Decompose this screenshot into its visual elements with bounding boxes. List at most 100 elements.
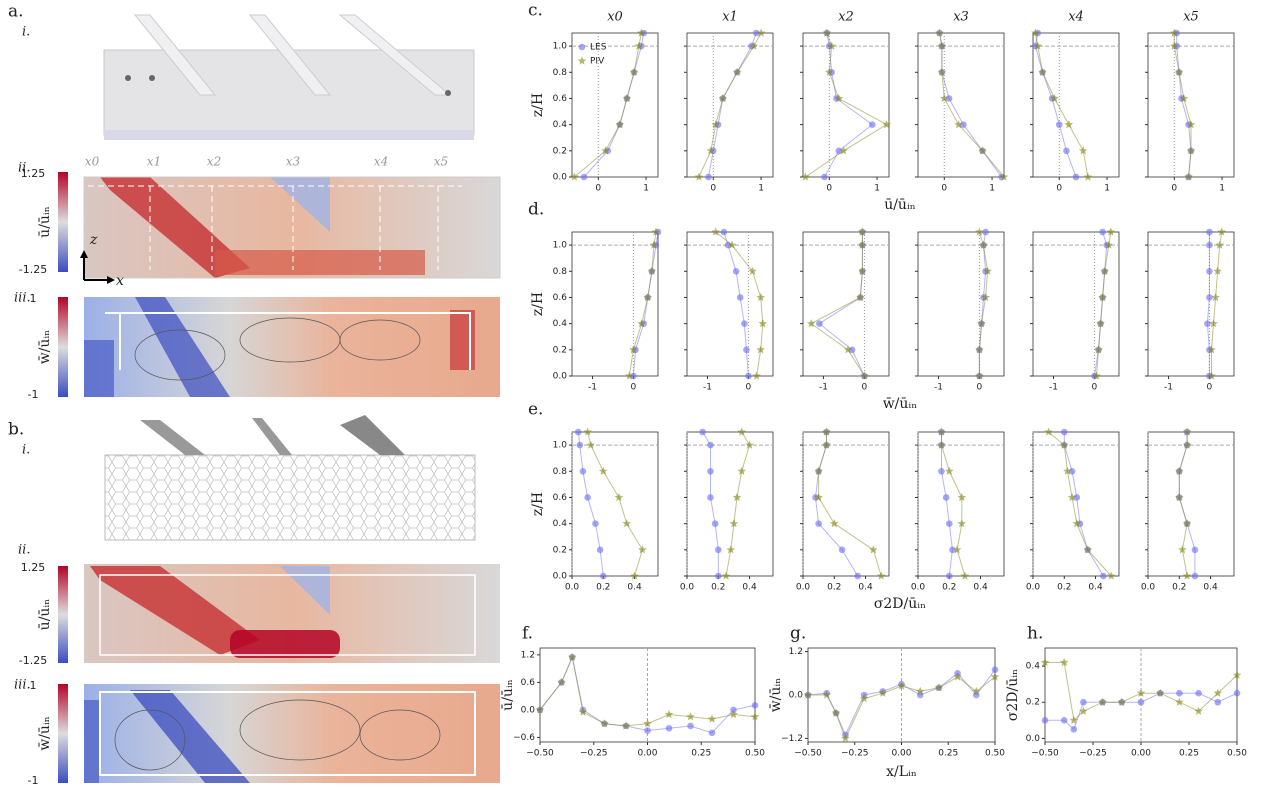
station-label: x3: [286, 155, 301, 169]
piv-point: [756, 28, 766, 37]
profile-line: [824, 32, 874, 178]
les-point: [960, 121, 967, 128]
piv-point: [822, 28, 832, 37]
panel-label: a.: [8, 2, 24, 22]
y-tick-label: 0.0: [789, 691, 804, 701]
piv-point: [945, 466, 954, 475]
piv-point: [876, 571, 886, 580]
piv-point: [622, 94, 632, 103]
piv-point: [1083, 172, 1093, 181]
les-point: [741, 320, 748, 327]
colorbar: [58, 297, 68, 397]
piv-point: [856, 293, 865, 302]
x-tick-label: 0.4: [627, 583, 642, 593]
x-tick-label: 0.4: [858, 583, 873, 593]
y-tick-label: 0.2: [553, 345, 567, 355]
axes-frame: [802, 32, 890, 178]
x-tick-label: 1: [643, 184, 649, 194]
les-point: [848, 346, 856, 354]
panel-label: c.: [528, 1, 543, 21]
x-tick-label: 0.4: [973, 583, 988, 593]
piv-point: [721, 571, 731, 580]
les-point: [596, 546, 604, 554]
x-tick-label: 0.50: [745, 749, 765, 759]
profile-line: [723, 231, 749, 377]
piv-point: [651, 227, 661, 236]
profile-line: [574, 32, 642, 178]
piv-point: [822, 427, 831, 436]
les-point: [579, 467, 587, 475]
x-tick-label: 0.4: [742, 583, 757, 593]
x-tick-label: 1: [758, 184, 764, 194]
piv-point: [801, 172, 810, 181]
profile-line: [1063, 432, 1104, 577]
y-tick-label: 0.6: [521, 678, 536, 688]
profile-line: [818, 232, 865, 377]
y-tick-label: 0.0: [553, 572, 568, 582]
piv-point: [1207, 371, 1216, 380]
piv-point: [940, 94, 949, 103]
x-tick-label: 0: [710, 184, 716, 194]
colorbar-min: -1.25: [19, 654, 47, 667]
station-title: x0: [607, 10, 623, 25]
les-point: [945, 572, 953, 580]
x-tick-label: 0.2: [942, 583, 956, 593]
piv-point: [858, 227, 867, 236]
les-point: [1060, 428, 1068, 436]
axes-frame: [571, 431, 659, 577]
piv-point: [1092, 371, 1101, 380]
piv-point: [827, 41, 836, 50]
piv-point: [599, 466, 608, 475]
piv-point: [629, 345, 638, 354]
piv-point: [1184, 172, 1193, 181]
u-field-les: [84, 564, 500, 663]
les-point: [578, 43, 586, 51]
axes-frame: [571, 32, 659, 178]
x-tick-label: 1: [989, 184, 995, 194]
x-tick-label: 0.2: [1172, 583, 1186, 593]
piv-point: [953, 672, 962, 681]
x-tick-label: -1: [934, 383, 943, 393]
piv-point: [600, 719, 609, 728]
piv-point: [756, 345, 765, 354]
w-field: [84, 297, 500, 397]
les-point: [707, 494, 714, 501]
piv-point: [1117, 697, 1127, 706]
piv-point: [1211, 293, 1220, 302]
piv-point: [1033, 41, 1043, 50]
piv-point: [1194, 706, 1203, 715]
profile-line: [1173, 33, 1192, 178]
piv-point: [1186, 146, 1196, 155]
station-title: x4: [1068, 10, 1084, 25]
piv-point: [839, 146, 848, 155]
piv-point: [935, 28, 944, 37]
les-point: [707, 441, 714, 449]
les-point: [705, 173, 712, 181]
profile-line: [632, 231, 659, 377]
axes-frame: [1032, 231, 1120, 377]
x-tick-label: 1: [1104, 184, 1110, 194]
profile-line: [818, 432, 882, 577]
y-axis-label: w̄/ūᵢₙ: [768, 678, 784, 713]
y-tick-label: 0.0: [521, 705, 536, 715]
piv-point: [957, 493, 967, 502]
les-point: [854, 572, 862, 580]
y-axis-label: z/H: [530, 492, 546, 516]
piv-point: [1078, 146, 1088, 155]
x-tick-label: 0.00: [1131, 749, 1151, 759]
les-point: [991, 666, 999, 673]
piv-point: [586, 440, 595, 449]
colorbar-max: 1: [30, 679, 37, 692]
x-tick-label: 0: [862, 383, 868, 393]
piv-point: [1040, 658, 1050, 667]
les-point: [1204, 320, 1211, 327]
station-title: x5: [1183, 10, 1199, 25]
les-point: [838, 546, 846, 554]
y-tick-label: 0.2: [1026, 698, 1040, 708]
panel-label: f.: [522, 624, 533, 644]
piv-point: [711, 120, 720, 129]
piv-point: [583, 427, 592, 436]
x-axis-label: σ2D/ūᵢₙ: [874, 596, 926, 612]
piv-point: [972, 686, 981, 695]
panel-label: e.: [528, 400, 543, 420]
